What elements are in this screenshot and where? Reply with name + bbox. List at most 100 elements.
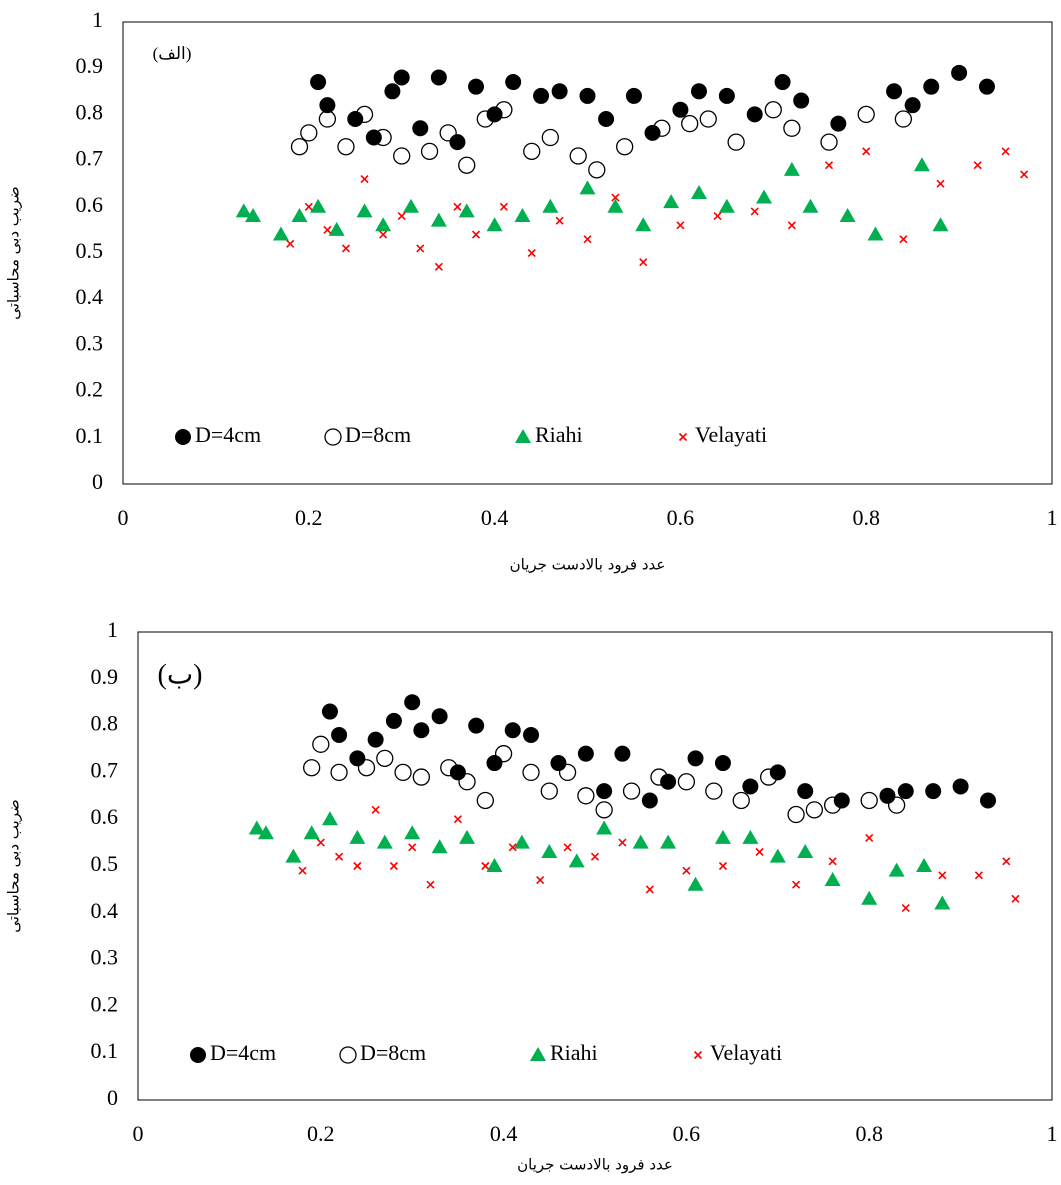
point bbox=[635, 217, 652, 232]
legend-label: Velayati bbox=[695, 422, 767, 447]
point bbox=[397, 211, 406, 221]
point bbox=[802, 198, 819, 213]
point bbox=[824, 872, 841, 887]
point bbox=[471, 230, 481, 239]
point bbox=[1002, 857, 1011, 866]
point bbox=[542, 198, 559, 213]
point bbox=[321, 811, 338, 826]
legend-marker bbox=[324, 428, 342, 446]
x-tick-label: 0.6 bbox=[667, 505, 695, 530]
point bbox=[899, 235, 908, 244]
point bbox=[980, 792, 997, 809]
point bbox=[550, 755, 567, 772]
point bbox=[973, 161, 982, 170]
point bbox=[245, 208, 262, 223]
point bbox=[458, 203, 475, 218]
point bbox=[541, 843, 558, 858]
point bbox=[951, 64, 968, 81]
point bbox=[468, 78, 485, 95]
plot-area bbox=[122, 21, 1053, 485]
point bbox=[349, 829, 366, 844]
point bbox=[596, 820, 613, 835]
point bbox=[932, 217, 949, 232]
y-tick-label: 1 bbox=[92, 7, 103, 32]
point bbox=[690, 184, 707, 199]
series bbox=[303, 735, 906, 824]
point bbox=[645, 885, 654, 894]
y-tick-label: 0.1 bbox=[76, 423, 104, 448]
point bbox=[901, 904, 910, 913]
point bbox=[458, 156, 476, 174]
series bbox=[248, 811, 951, 910]
point bbox=[404, 825, 421, 840]
point bbox=[718, 198, 735, 213]
point bbox=[934, 895, 951, 910]
point bbox=[568, 853, 585, 868]
point bbox=[389, 861, 398, 871]
x-tick-label: 0 bbox=[133, 1121, 144, 1146]
legend-marker bbox=[530, 1047, 546, 1061]
point bbox=[797, 783, 814, 800]
y-tick-label: 0.8 bbox=[76, 99, 104, 124]
point bbox=[579, 180, 596, 195]
point bbox=[857, 105, 875, 124]
point bbox=[310, 74, 327, 91]
y-tick-label: 0.1 bbox=[91, 1038, 119, 1063]
point bbox=[913, 157, 930, 172]
point bbox=[681, 114, 699, 133]
point bbox=[393, 147, 411, 165]
point bbox=[413, 722, 430, 739]
x-tick-label: 0.8 bbox=[852, 505, 880, 530]
point bbox=[291, 208, 308, 223]
annotation: (الف) bbox=[153, 44, 192, 63]
point bbox=[486, 106, 503, 123]
legend-marker bbox=[693, 1050, 703, 1060]
point bbox=[923, 78, 940, 95]
y-tick-label: 0.5 bbox=[76, 238, 104, 263]
point bbox=[1001, 147, 1010, 156]
point bbox=[760, 768, 778, 786]
y-tick-label: 1 bbox=[107, 617, 118, 642]
point bbox=[867, 226, 884, 241]
point bbox=[505, 74, 522, 91]
point bbox=[353, 861, 362, 871]
point bbox=[793, 92, 810, 109]
point bbox=[833, 792, 850, 809]
point bbox=[495, 101, 513, 119]
point bbox=[577, 745, 594, 762]
point bbox=[820, 133, 838, 151]
y-tick-label: 0.4 bbox=[91, 898, 119, 923]
point bbox=[449, 764, 466, 781]
point bbox=[583, 235, 592, 244]
series bbox=[298, 805, 1020, 913]
point bbox=[687, 750, 704, 767]
point bbox=[660, 834, 677, 849]
point bbox=[499, 202, 508, 211]
point bbox=[742, 829, 759, 844]
y-tick-label: 0.7 bbox=[76, 146, 104, 171]
point bbox=[486, 217, 503, 232]
point bbox=[376, 749, 394, 768]
x-axis-title: عدد فرود بالادست جریان bbox=[510, 556, 666, 574]
point bbox=[860, 791, 878, 810]
point bbox=[558, 763, 577, 782]
point bbox=[453, 202, 462, 211]
point bbox=[713, 211, 722, 221]
point bbox=[235, 203, 252, 218]
series bbox=[310, 64, 995, 151]
point bbox=[936, 179, 945, 188]
point bbox=[616, 138, 634, 156]
point bbox=[978, 78, 995, 95]
point bbox=[625, 87, 642, 104]
legend-marker bbox=[190, 1047, 206, 1063]
point bbox=[298, 866, 307, 875]
y-tick-label: 0.7 bbox=[91, 757, 119, 782]
point bbox=[644, 124, 661, 141]
point bbox=[248, 820, 265, 835]
point bbox=[718, 87, 735, 104]
y-tick-label: 0.2 bbox=[76, 377, 104, 402]
point bbox=[755, 847, 764, 857]
point bbox=[330, 763, 348, 782]
point bbox=[408, 843, 417, 852]
point bbox=[365, 129, 382, 146]
